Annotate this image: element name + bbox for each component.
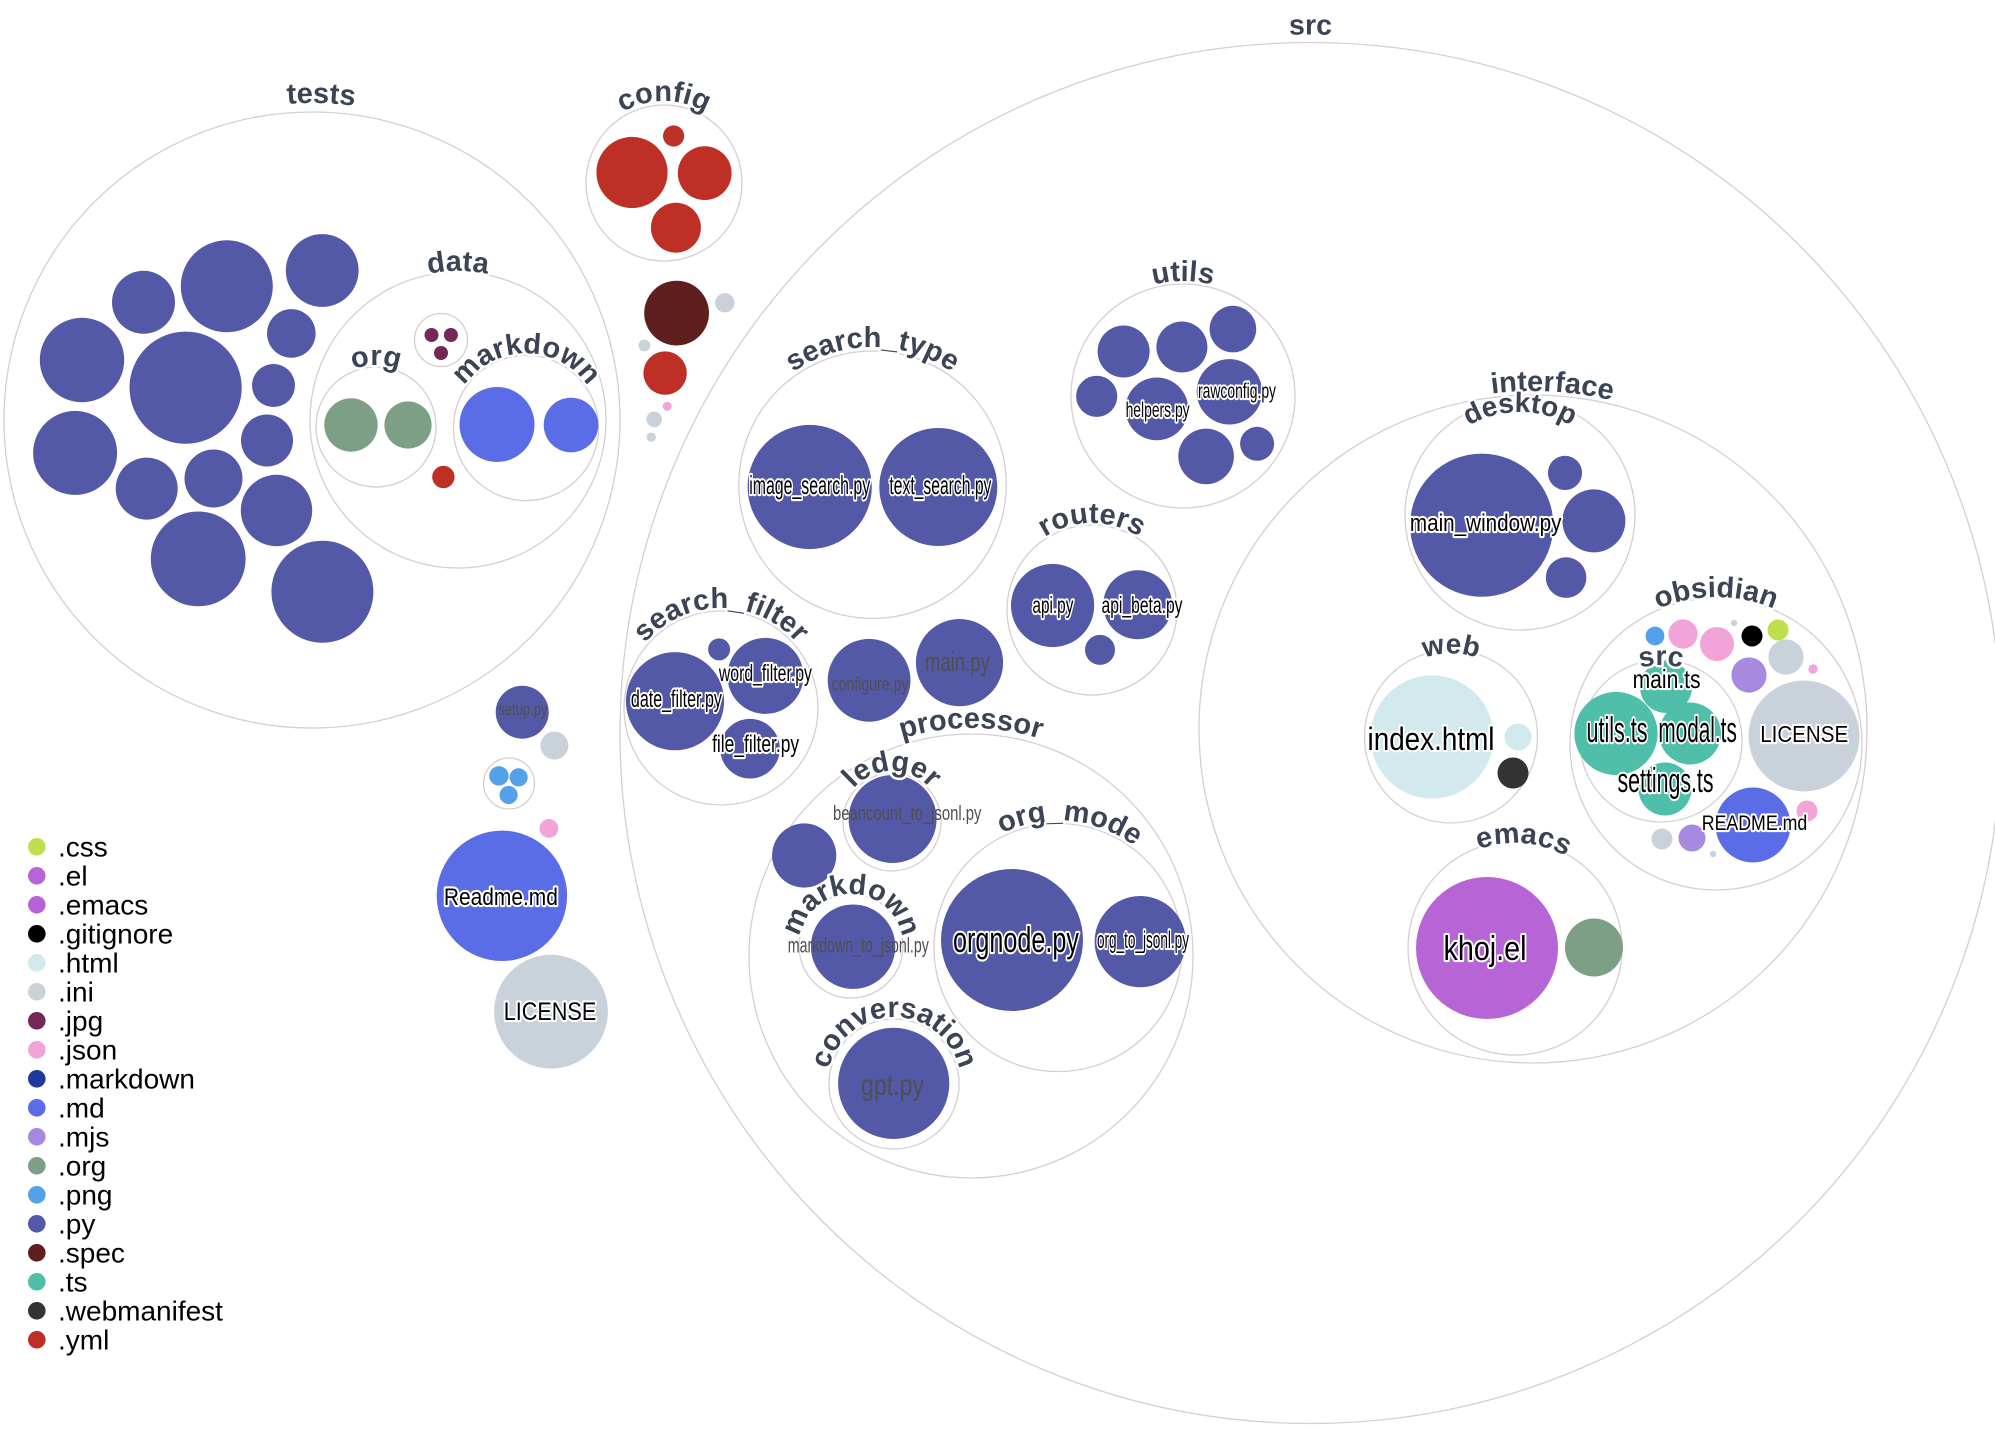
svg-text:.org: .org: [58, 1150, 106, 1181]
svg-text:utils: utils: [1149, 256, 1217, 292]
svg-text:text_search.py: text_search.py: [889, 470, 991, 500]
svg-text:.png: .png: [58, 1179, 113, 1210]
svg-text:.markdown: .markdown: [58, 1063, 195, 1094]
svg-text:.html: .html: [58, 947, 119, 978]
svg-text:.json: .json: [58, 1034, 117, 1065]
svg-text:image_search.py: image_search.py: [749, 470, 870, 500]
svg-text:.spec: .spec: [58, 1237, 125, 1268]
svg-text:api.py: api.py: [1032, 592, 1073, 618]
svg-text:main_window.py: main_window.py: [1410, 510, 1562, 537]
svg-text:.ts: .ts: [58, 1266, 88, 1297]
svg-text:.emacs: .emacs: [58, 889, 148, 920]
svg-text:.css: .css: [58, 831, 108, 862]
svg-text:utils.ts: utils.ts: [1587, 709, 1648, 750]
svg-text:tests: tests: [286, 78, 358, 113]
svg-text:settings.ts: settings.ts: [1618, 762, 1714, 800]
svg-text:orgnode.py: orgnode.py: [953, 919, 1079, 960]
svg-text:main.py: main.py: [925, 647, 990, 677]
svg-text:.webmanifest: .webmanifest: [58, 1295, 223, 1326]
svg-text:word_filter.py: word_filter.py: [718, 660, 812, 686]
svg-text:data: data: [425, 246, 492, 281]
svg-text:markdown_to_jsonl.py: markdown_to_jsonl.py: [788, 935, 929, 958]
svg-text:Readme.md: Readme.md: [444, 884, 558, 911]
svg-text:file_filter.py: file_filter.py: [712, 731, 799, 758]
svg-text:api_beta.py: api_beta.py: [1102, 592, 1183, 618]
svg-text:org_to_jsonl.py: org_to_jsonl.py: [1097, 927, 1189, 954]
svg-text:date_filter.py: date_filter.py: [631, 686, 722, 713]
svg-text:setup.py: setup.py: [498, 700, 547, 719]
svg-text:.gitignore: .gitignore: [58, 918, 173, 949]
svg-text:README.md: README.md: [1702, 812, 1808, 835]
svg-text:org: org: [347, 340, 404, 376]
svg-text:desktop: desktop: [1458, 387, 1582, 431]
svg-text:src: src: [1636, 640, 1686, 673]
svg-text:helpers.py: helpers.py: [1126, 399, 1190, 422]
svg-text:.yml: .yml: [58, 1324, 109, 1355]
svg-text:web: web: [1418, 628, 1483, 663]
svg-text:configure.py: configure.py: [832, 675, 909, 696]
svg-text:main.ts: main.ts: [1633, 664, 1701, 694]
svg-text:.md: .md: [58, 1092, 105, 1123]
svg-text:.mjs: .mjs: [58, 1121, 109, 1152]
svg-text:gpt.py: gpt.py: [861, 1069, 924, 1102]
svg-text:LICENSE: LICENSE: [504, 998, 597, 1026]
svg-text:.py: .py: [58, 1208, 95, 1239]
svg-text:LICENSE: LICENSE: [1760, 721, 1848, 747]
svg-text:src: src: [1289, 9, 1333, 41]
svg-text:.ini: .ini: [58, 976, 94, 1007]
svg-text:beancount_to_jsonl.py: beancount_to_jsonl.py: [833, 803, 982, 825]
svg-text:index.html: index.html: [1368, 721, 1495, 757]
svg-text:khoj.el: khoj.el: [1444, 930, 1527, 968]
svg-text:.el: .el: [58, 860, 88, 891]
svg-text:modal.ts: modal.ts: [1658, 709, 1737, 750]
svg-text:rawconfig.py: rawconfig.py: [1198, 380, 1276, 403]
svg-text:.jpg: .jpg: [58, 1005, 103, 1036]
